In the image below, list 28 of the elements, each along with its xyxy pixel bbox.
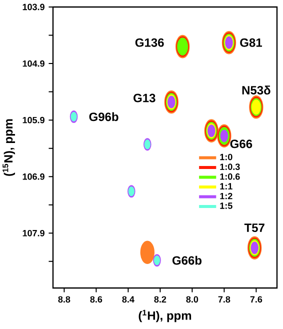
x-tick-label: 8.8 bbox=[58, 296, 70, 303]
legend-label: 1:0.3 bbox=[220, 164, 240, 170]
annotation: T57 bbox=[244, 224, 264, 232]
legend-label: 1:0 bbox=[220, 154, 232, 160]
x-tick-label: 8.6 bbox=[90, 296, 102, 303]
x-tick-label: 8.2 bbox=[154, 296, 166, 303]
x-tick-label: 7.6 bbox=[250, 296, 262, 303]
y-tick-label: 107.9 bbox=[22, 230, 44, 236]
annotation: G96b bbox=[89, 112, 118, 122]
y-tick-label: 104.9 bbox=[22, 60, 44, 67]
annotation: G66 bbox=[230, 140, 252, 148]
legend-label: 1:1 bbox=[220, 183, 232, 190]
annotation: G81 bbox=[240, 38, 262, 47]
y-tick-label: 106.9 bbox=[22, 173, 44, 180]
y-tick-label: 103.9 bbox=[22, 4, 44, 10]
legend-label: 1:0.6 bbox=[220, 173, 240, 180]
legend-label: 1:5 bbox=[220, 202, 232, 209]
annotation: G13 bbox=[134, 94, 156, 102]
x-tick-label: 7.8 bbox=[218, 296, 230, 303]
legend-label: 1:2 bbox=[220, 192, 232, 200]
annotation: G136 bbox=[135, 38, 164, 47]
y-tick-label: 105.9 bbox=[22, 116, 44, 124]
annotation: N53δ bbox=[242, 86, 270, 94]
x-tick-label: 8.0 bbox=[186, 296, 198, 303]
annotation: G66b bbox=[172, 256, 202, 265]
y-axis-title: ($^{15}$N), ppm bbox=[2, 119, 16, 176]
x-axis-title: ($^{1}$H), ppm bbox=[138, 310, 192, 322]
x-tick-label: 8.4 bbox=[122, 296, 134, 303]
